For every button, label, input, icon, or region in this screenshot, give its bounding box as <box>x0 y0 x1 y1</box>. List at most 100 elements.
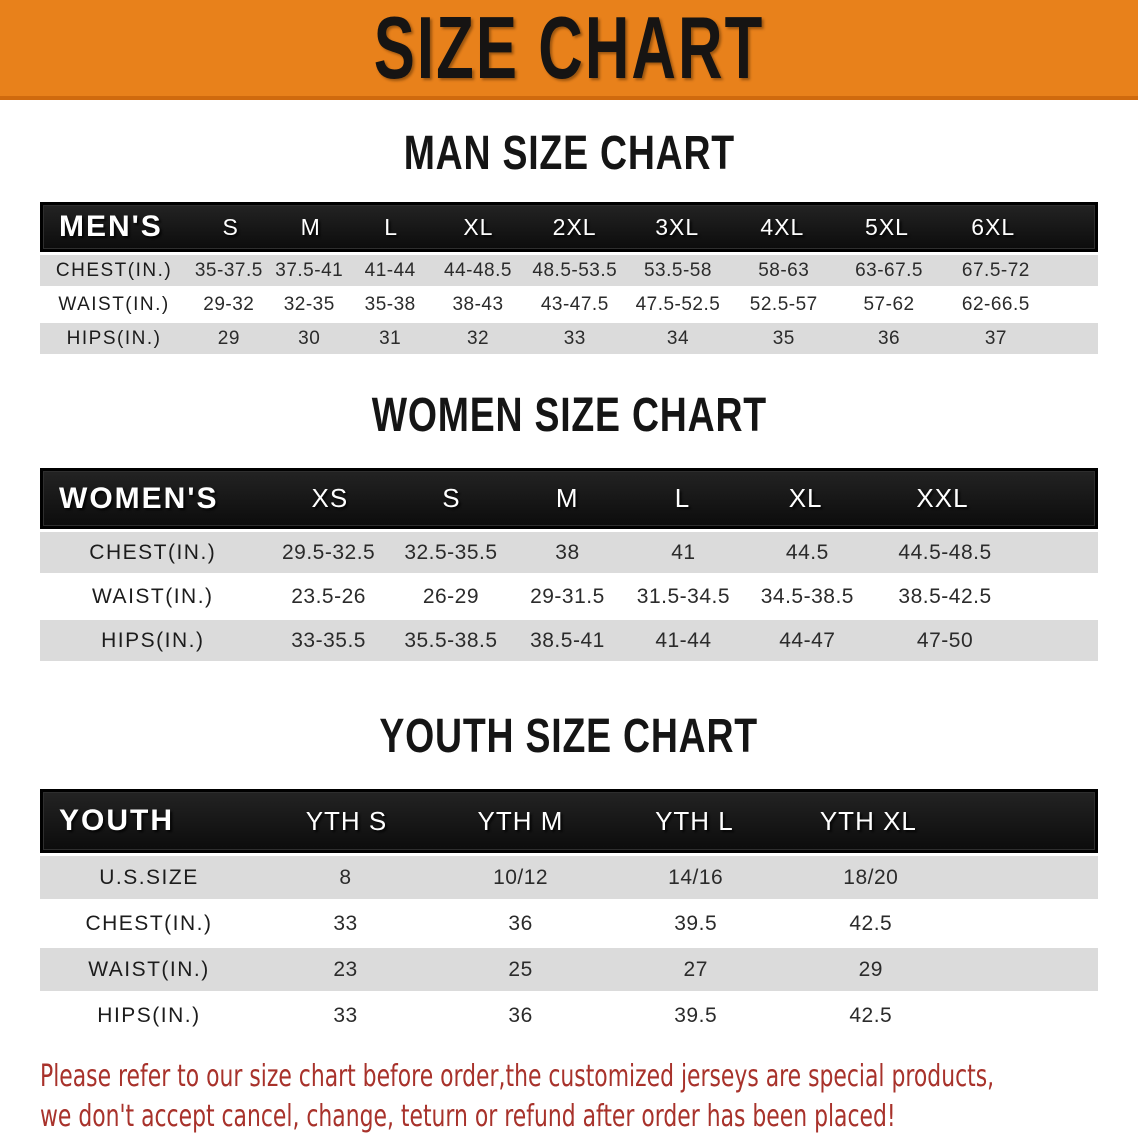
column-header: 3XL <box>655 213 700 240</box>
cell-value: 36 <box>877 327 901 349</box>
table-row: HIPS(IN.) 29 30 31 32 33 34 35 36 37 <box>40 323 1098 354</box>
cell-value: 18/20 <box>843 865 899 889</box>
column-header: M <box>555 483 579 513</box>
cell-value: 33 <box>333 1003 358 1027</box>
cell-value: 41-44 <box>655 628 712 652</box>
banner: SIZE CHART <box>0 0 1138 100</box>
cell-value: 29-31.5 <box>530 584 605 608</box>
disclaimer-line-2-text: we don't accept cancel, change, teturn o… <box>40 1099 896 1134</box>
column-header: YTH L <box>655 805 734 836</box>
page-title: SIZE CHART <box>373 0 765 97</box>
column-header: 4XL <box>760 213 805 240</box>
column-header: XL <box>463 213 494 240</box>
cell-value: 31.5-34.5 <box>636 584 731 608</box>
cell-value: 38 <box>555 540 580 564</box>
column-header: S <box>442 483 461 513</box>
cell-value: 29.5-32.5 <box>281 540 376 564</box>
cell-value: 31 <box>379 327 402 349</box>
cell-value: 48.5-53.5 <box>532 259 618 281</box>
cell-value: 67.5-72 <box>961 259 1030 281</box>
row-label: CHEST(IN.) <box>55 259 173 281</box>
column-header: S <box>222 213 239 240</box>
cell-value: 35-37.5 <box>194 259 263 281</box>
disclaimer-line-2: we don't accept cancel, change, teturn o… <box>40 1097 1098 1137</box>
cell-value: 38-43 <box>452 293 504 315</box>
content: MAN SIZE CHART MEN'S S M L XL 2XL 3XL 4XL 5XL 6XL… <box>0 128 1138 1037</box>
cell-value: 44.5-48.5 <box>898 540 992 564</box>
column-header: L <box>384 213 398 240</box>
cell-value: 42.5 <box>849 1003 893 1027</box>
cell-value: 35.5-38.5 <box>404 628 498 652</box>
cell-value: 53.5-58 <box>643 259 712 281</box>
youth-size-table: YOUTH YTH S YTH M YTH L YTH XL U.S.SIZE 8 10/12… <box>40 789 1098 1037</box>
table-header-row: WOMEN'S XS S M L XL XXL <box>40 468 1098 529</box>
cell-value: 44-48.5 <box>444 259 512 281</box>
table-row: CHEST(IN.) 33 36 39.5 42.5 <box>40 902 1098 945</box>
men-section-heading: MAN SIZE CHART <box>0 128 1138 180</box>
cell-value: 38.5-41 <box>530 628 605 652</box>
column-header: 2XL <box>552 213 597 240</box>
column-header: L <box>674 483 691 513</box>
row-label: HIPS(IN.) <box>97 1003 201 1027</box>
cell-value: 58-63 <box>758 259 810 281</box>
cell-value: 37 <box>984 327 1007 349</box>
cell-value: 33 <box>333 911 358 935</box>
table-header-label: YOUTH <box>59 804 174 837</box>
row-label: WAIST(IN.) <box>58 293 170 315</box>
cell-value: 41-44 <box>364 259 416 281</box>
cell-value: 27 <box>683 957 708 981</box>
cell-value: 32.5-35.5 <box>404 540 498 564</box>
cell-value: 47.5-52.5 <box>635 293 721 315</box>
cell-value: 8 <box>339 865 352 889</box>
table-row: CHEST(IN.) 29.5-32.5 32.5-35.5 38 41 44.5 44.5… <box>40 532 1098 573</box>
column-header: 5XL <box>865 213 909 240</box>
table-row: WAIST(IN.) 23 25 27 29 <box>40 948 1098 991</box>
table-row: HIPS(IN.) 33 36 39.5 42.5 <box>40 994 1098 1037</box>
column-header: 6XL <box>971 213 1016 240</box>
cell-value: 38.5-42.5 <box>898 584 992 608</box>
cell-value: 41 <box>671 540 696 564</box>
table-header-row: YOUTH YTH S YTH M YTH L YTH XL <box>40 789 1098 853</box>
cell-value: 39.5 <box>674 1003 718 1027</box>
table-row: CHEST(IN.) 35-37.5 37.5-41 41-44 44-48.5 48.5… <box>40 255 1098 286</box>
cell-value: 52.5-57 <box>749 293 818 315</box>
cell-value: 29-32 <box>203 293 255 315</box>
cell-value: 57-62 <box>863 293 915 315</box>
row-label: U.S.SIZE <box>99 865 199 889</box>
cell-value: 44-47 <box>779 628 836 652</box>
column-header: YTH M <box>477 805 564 836</box>
column-header: YTH S <box>305 805 388 836</box>
row-label: HIPS(IN.) <box>66 327 162 349</box>
cell-value: 23 <box>333 957 358 981</box>
cell-value: 32 <box>466 327 490 349</box>
row-label: CHEST(IN.) <box>85 911 213 935</box>
section-men: MAN SIZE CHART MEN'S S M L XL 2XL 3XL 4XL 5XL 6XL… <box>0 128 1138 354</box>
disclaimer-line-1-text: Please refer to our size chart before or… <box>40 1059 995 1094</box>
cell-value: 10/12 <box>493 865 549 889</box>
section-youth: YOUTH SIZE CHART YOUTH YTH S YTH M YTH L YTH… <box>0 711 1138 1037</box>
table-row: U.S.SIZE 8 10/12 14/16 18/20 <box>40 856 1098 899</box>
column-header: M <box>300 213 321 240</box>
cell-value: 47-50 <box>916 628 974 652</box>
cell-value: 23.5-26 <box>291 584 366 608</box>
table-header-row: MEN'S S M L XL 2XL 3XL 4XL 5XL 6XL <box>40 202 1098 252</box>
row-label: WAIST(IN.) <box>92 584 214 608</box>
column-header: XS <box>311 483 349 513</box>
women-section-heading-text: WOMEN SIZE CHART <box>371 389 767 442</box>
cell-value: 25 <box>508 957 533 981</box>
row-label: HIPS(IN.) <box>101 628 205 652</box>
disclaimer-note: Please refer to our size chart before or… <box>0 1057 1138 1137</box>
table-row: WAIST(IN.) 23.5-26 26-29 29-31.5 31.5-34.5 34… <box>40 576 1098 617</box>
disclaimer-line-1: Please refer to our size chart before or… <box>40 1057 1098 1097</box>
cell-value: 43-47.5 <box>540 293 609 315</box>
cell-value: 34.5-38.5 <box>760 584 854 608</box>
cell-value: 36 <box>508 1003 533 1027</box>
cell-value: 63-67.5 <box>855 259 924 281</box>
cell-value: 33-35.5 <box>291 628 366 652</box>
cell-value: 29 <box>858 957 883 981</box>
cell-value: 26-29 <box>422 584 480 608</box>
cell-value: 30 <box>298 327 321 349</box>
cell-value: 62-66.5 <box>961 293 1030 315</box>
column-header: YTH XL <box>819 805 917 836</box>
